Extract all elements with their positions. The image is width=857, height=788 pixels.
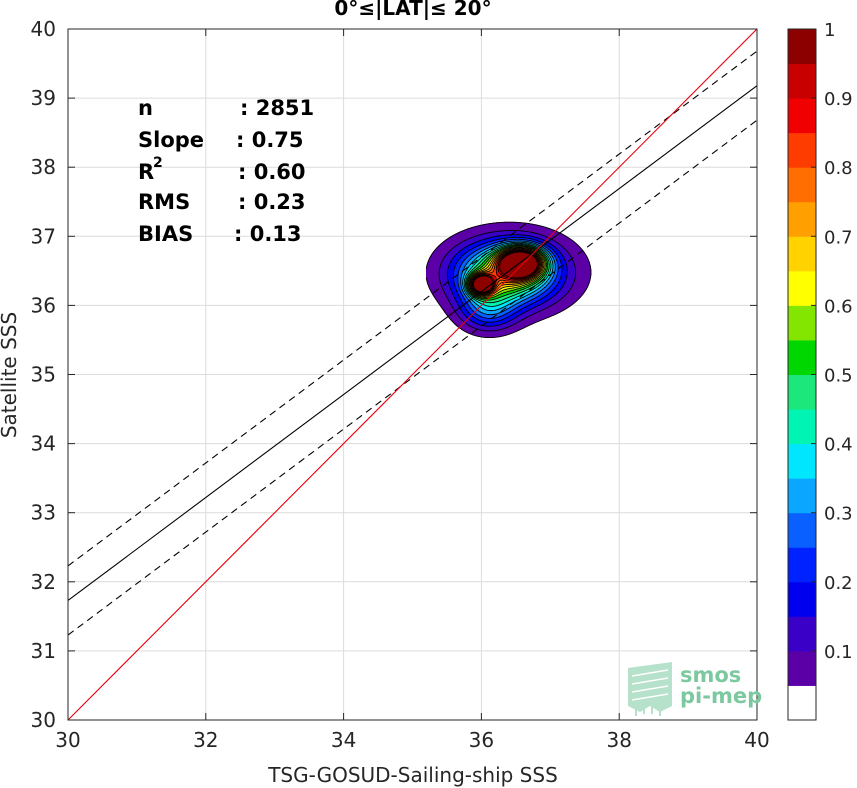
stat-value: : 0.75: [236, 128, 304, 152]
y-tick-label: 38: [31, 155, 56, 179]
stat-label: R: [138, 160, 154, 184]
y-tick-label: 39: [31, 86, 56, 110]
colorbar-segment: [788, 132, 816, 168]
x-tick-label: 32: [193, 728, 218, 752]
identity-line: [68, 29, 757, 720]
x-tick-label: 36: [469, 728, 494, 752]
colorbar-segment: [788, 547, 816, 583]
stat-superscript: 2: [153, 155, 163, 171]
colorbar-segment: [788, 63, 816, 99]
chart-title: 0°≤|LAT|≤ 20°: [334, 0, 491, 20]
x-tick-label: 40: [744, 728, 769, 752]
fit-line: [68, 85, 757, 601]
colorbar-tick-label: 0.9: [824, 89, 853, 110]
stat-label: Slope: [138, 128, 204, 152]
stat-value: : 2851: [240, 96, 314, 120]
contour-line-1: [438, 230, 577, 332]
colorbar-segment: [788, 650, 816, 686]
colorbar-tick-label: 1: [824, 20, 835, 41]
colorbar-segment: [788, 270, 816, 306]
contour-line-0: [425, 221, 592, 339]
colorbar-segment: [788, 305, 816, 341]
colorbar-segment: [788, 616, 816, 652]
colorbar-segment: [788, 98, 816, 134]
colorbar-segment: [788, 201, 816, 237]
colorbar-segment: [788, 374, 816, 410]
colorbar-tick-label: 0.6: [824, 296, 853, 317]
colorbar-segment: [788, 581, 816, 617]
y-tick-label: 35: [31, 363, 56, 387]
y-tick-label: 32: [31, 570, 56, 594]
y-axis-label: Satellite SSS: [0, 312, 21, 438]
smos-pimep-logo: smos pi-mep: [628, 662, 762, 716]
contour-line-6: [462, 241, 554, 312]
y-tick-label: 30: [31, 708, 56, 732]
contour-line-4: [457, 238, 559, 319]
contour-line-12: [468, 247, 545, 297]
stat-label: n: [138, 96, 153, 120]
contour-line-13: [469, 248, 544, 297]
contour-line-5: [460, 240, 556, 316]
y-tick-label: 31: [31, 639, 56, 663]
y-tick-label: 37: [31, 224, 56, 248]
x-tick-label: 30: [55, 728, 80, 752]
logo-line1: smos: [680, 663, 741, 687]
colorbar-segment: [788, 167, 816, 203]
contour-line-17: [472, 250, 539, 294]
contour-line-9: [466, 244, 549, 301]
grid: [67, 28, 758, 721]
colorbar-segment: [788, 29, 816, 65]
stat-value: : 0.23: [238, 190, 306, 214]
contour-line-14: [470, 248, 543, 296]
contour-line-15: [470, 249, 541, 295]
axis-ticks: 30 32 34 36 38 40 30 31 32 33 34 35 36 37 38 39 40: [31, 17, 770, 752]
y-tick-label: 34: [31, 432, 56, 456]
y-tick-label: 33: [31, 501, 56, 525]
x-tick-label: 34: [331, 728, 356, 752]
contour-line-10: [467, 245, 547, 300]
contour-line-11: [467, 246, 546, 298]
contour-line-7: [463, 242, 552, 307]
stats-box: n : 2851 Slope : 0.75 R2 : 0.60 RMS : 0.23 BIAS:…: [138, 96, 314, 246]
regression-lines: [68, 29, 757, 720]
contour-line-2: [446, 234, 568, 327]
logo-wave-icon: [628, 662, 672, 716]
y-tick-label: 36: [31, 293, 56, 317]
colorbar-tick-label: 0.1: [824, 642, 853, 663]
colorbar: 0.1 0.2 0.3 0.4 0.5 0.6 0.7 0.8 0.9 1: [787, 20, 853, 721]
colorbar-tick-label: 0.8: [824, 158, 853, 179]
x-axis-label: TSG-GOSUD-Sailing-ship SSS: [267, 763, 558, 787]
stat-value: : 0.60: [238, 160, 306, 184]
colorbar-segment: [788, 236, 816, 272]
logo-line2: pi-mep: [680, 684, 762, 708]
colorbar-segment: [788, 512, 816, 548]
colorbar-segment: [788, 443, 816, 479]
contour-line-3: [452, 236, 563, 323]
stat-label: RMS: [138, 190, 190, 214]
colorbar-tick-label: 0.2: [824, 573, 853, 594]
colorbar-segment: [788, 685, 816, 721]
colorbar-tick-label: 0.4: [824, 435, 853, 456]
colorbar-segment: [788, 409, 816, 445]
colorbar-tick-label: 0.3: [824, 504, 853, 525]
x-tick-label: 38: [606, 728, 631, 752]
colorbar-segment: [788, 339, 816, 375]
colorbar-segment: [788, 478, 816, 514]
colorbar-tick-label: 0.5: [824, 366, 853, 387]
stat-label: BIAS: [138, 222, 193, 246]
density-contours: [425, 221, 592, 339]
contour-line-8: [465, 243, 550, 304]
colorbar-tick-label: 0.7: [824, 227, 853, 248]
y-tick-label: 40: [31, 17, 56, 41]
stat-value: : 0.13: [234, 222, 302, 246]
